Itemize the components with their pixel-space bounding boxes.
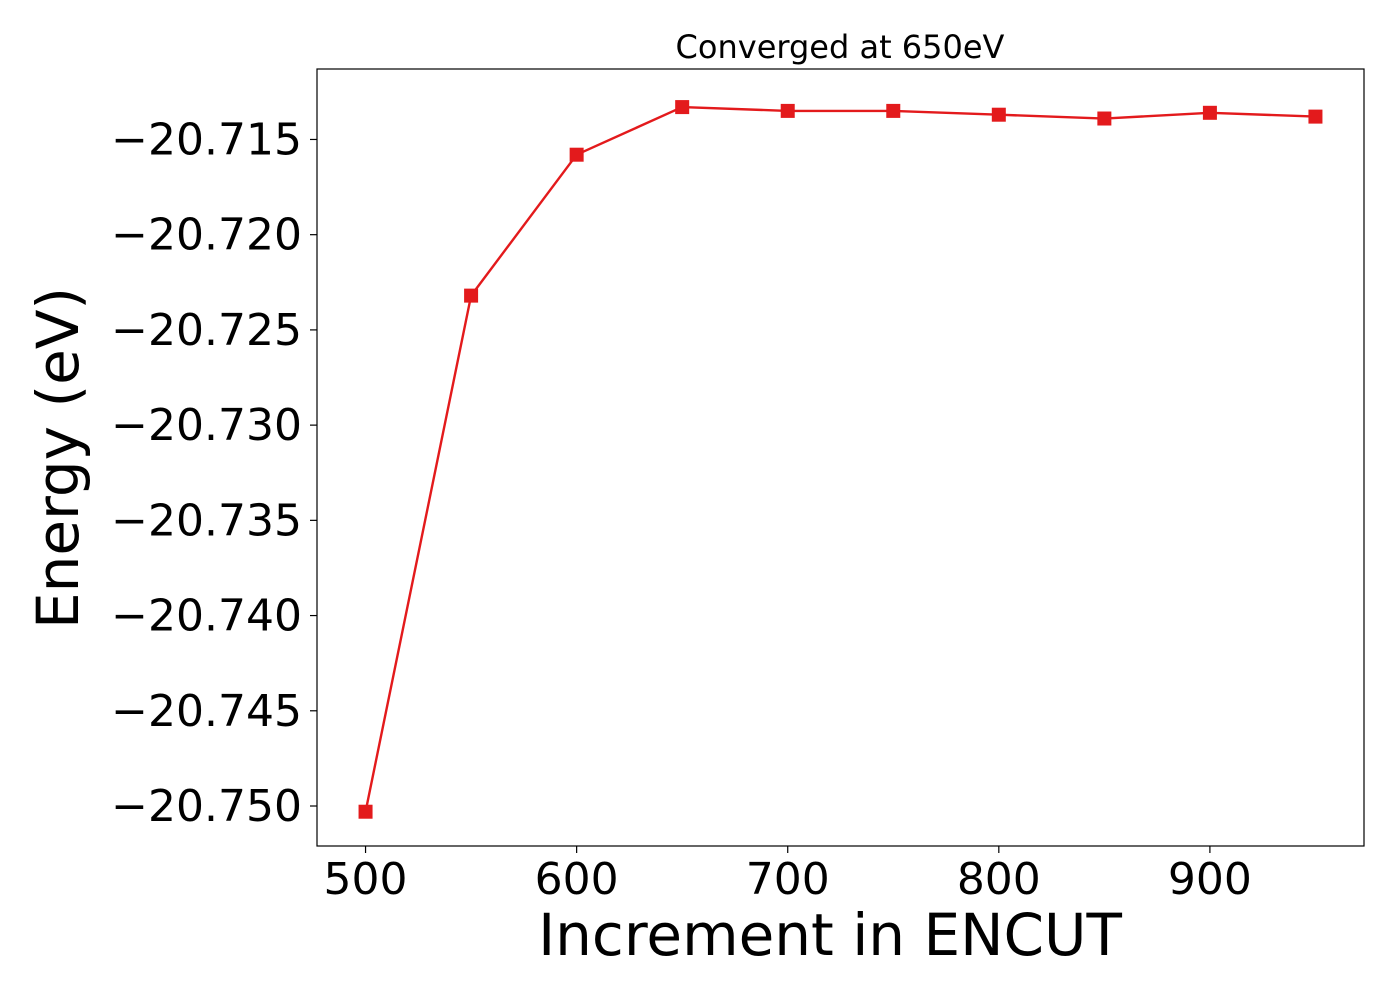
y-tick-label: −20.735 bbox=[111, 495, 302, 546]
x-tick-label: 600 bbox=[535, 854, 619, 905]
data-point-marker bbox=[780, 103, 795, 118]
y-tick-label: −20.730 bbox=[111, 400, 302, 451]
y-tick-label: −20.715 bbox=[111, 114, 302, 165]
series-layer bbox=[358, 100, 1323, 819]
x-tick-label: 700 bbox=[746, 854, 830, 905]
y-tick-label: −20.725 bbox=[111, 305, 302, 356]
y-axis-ticks: −20.715 −20.720 −20.725 −20.730 −20.735 −20.7… bbox=[111, 114, 317, 832]
x-tick-label: 900 bbox=[1168, 854, 1252, 905]
data-point-marker bbox=[991, 107, 1006, 122]
x-tick-label: 800 bbox=[957, 854, 1041, 905]
y-tick-label: −20.720 bbox=[111, 210, 302, 261]
chart-title: Converged at 650eV bbox=[676, 28, 1005, 66]
x-axis-ticks: 500 600 700 800 900 bbox=[324, 846, 1252, 905]
y-tick-label: −20.745 bbox=[111, 686, 302, 737]
data-point-marker bbox=[358, 804, 373, 819]
data-point-marker bbox=[675, 100, 690, 115]
y-tick-label: −20.740 bbox=[111, 591, 302, 642]
data-point-marker bbox=[464, 288, 479, 303]
data-point-marker bbox=[886, 103, 901, 118]
plot-frame bbox=[316, 68, 1365, 847]
data-point-marker bbox=[1308, 109, 1323, 124]
x-tick-label: 500 bbox=[324, 854, 408, 905]
series-line bbox=[364, 105, 1316, 812]
y-tick-label: −20.750 bbox=[111, 781, 302, 832]
y-axis-label: Energy (eV) bbox=[24, 287, 92, 629]
x-axis-label: Increment in ENCUT bbox=[538, 901, 1122, 969]
data-point-marker bbox=[1202, 105, 1217, 120]
data-point-marker bbox=[569, 147, 584, 162]
data-point-marker bbox=[1097, 111, 1112, 126]
